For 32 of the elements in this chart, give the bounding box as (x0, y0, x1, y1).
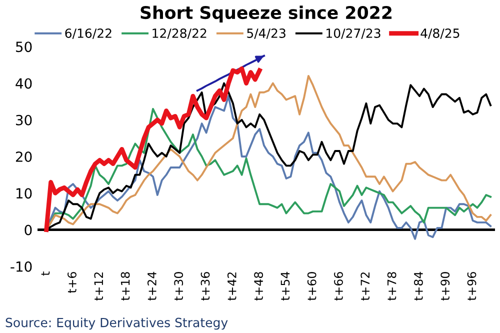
x-tick-label: t+96 (467, 272, 476, 300)
y-tick-label: 10 (16, 188, 32, 199)
legend-label: 6/16/22 (65, 28, 112, 39)
y-tick-label: 30 (16, 114, 32, 126)
x-tick-label: t+72 (360, 272, 370, 300)
x-tick-label: t+60 (307, 272, 316, 300)
x-tick-label: t+12 (94, 272, 103, 300)
x-tick-label: t+6 (68, 272, 76, 293)
x-tick-label: t+78 (387, 272, 396, 300)
x-tick-label: t+42 (227, 272, 236, 300)
legend-label: 12/28/22 (152, 28, 206, 39)
y-tick-label: -10 (10, 261, 32, 272)
x-tick-label: t+54 (280, 272, 290, 300)
x-tick-label: t+30 (174, 272, 184, 300)
source-note: Source: Equity Derivatives Strategy (6, 318, 228, 330)
y-tick-label: 20 (16, 151, 32, 162)
x-tick-label: t+66 (334, 272, 343, 300)
legend-label: 10/27/23 (326, 28, 380, 39)
y-tick-label: 0 (24, 224, 32, 236)
chart-title: Short Squeeze since 2022 (140, 6, 392, 22)
x-tick-label: t+24 (147, 272, 156, 300)
x-tick-label: t+48 (254, 272, 264, 300)
x-tick-label: t+36 (200, 272, 210, 300)
x-tick-label: t+84 (414, 272, 423, 300)
legend-label: 4/8/25 (420, 28, 460, 39)
x-tick-label: t+90 (440, 272, 450, 300)
x-tick-label: t+18 (120, 272, 130, 300)
y-tick-label: 50 (16, 42, 32, 52)
line-series (44, 66, 262, 232)
x-tick-label: t (41, 272, 50, 276)
y-tick-label: 40 (16, 78, 32, 89)
legend-label: 5/4/23 (247, 28, 286, 39)
